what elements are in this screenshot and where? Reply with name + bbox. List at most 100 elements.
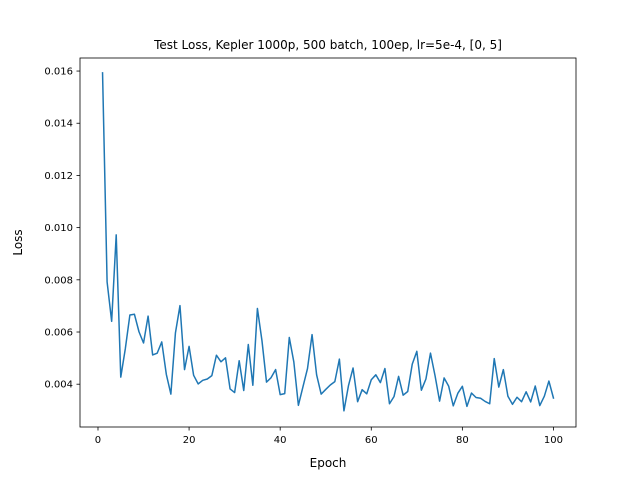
x-tick-label: 40 [274, 435, 287, 446]
data-point [311, 333, 313, 335]
data-point [224, 357, 226, 359]
data-point [388, 403, 390, 405]
data-point [548, 380, 550, 382]
y-tick-label: 0.012 [44, 171, 73, 182]
data-point [220, 361, 222, 363]
data-point [215, 354, 217, 356]
data-point [329, 384, 331, 386]
data-point [306, 367, 308, 369]
data-point [379, 381, 381, 383]
data-point [165, 373, 167, 375]
x-axis: 0 20 40 60 80 100 [95, 427, 563, 446]
data-point [279, 393, 281, 395]
y-axis: 0.004 0.006 0.008 0.010 0.012 0.014 0.016 [44, 67, 80, 391]
data-point [520, 400, 522, 402]
data-point [438, 400, 440, 402]
data-point [320, 393, 322, 395]
data-point [402, 394, 404, 396]
data-point [115, 234, 117, 236]
chart-title: Test Loss, Kepler 1000p, 500 batch, 100e… [153, 38, 502, 52]
data-point [170, 393, 172, 395]
data-point [247, 343, 249, 345]
plot-frame [79, 57, 577, 428]
data-point [420, 389, 422, 391]
data-point [498, 386, 500, 388]
data-point [101, 72, 103, 74]
data-point [457, 392, 459, 394]
data-point [288, 336, 290, 338]
y-tick-label: 0.014 [44, 119, 73, 130]
data-point [416, 350, 418, 352]
data-point [429, 352, 431, 354]
data-point [407, 390, 409, 392]
data-point [525, 391, 527, 393]
data-point [270, 376, 272, 378]
x-tick-label: 60 [365, 435, 378, 446]
data-point [265, 381, 267, 383]
data-point [188, 345, 190, 347]
data-point [197, 383, 199, 385]
x-tick-label: 0 [95, 435, 101, 446]
data-point [192, 374, 194, 376]
data-point [493, 357, 495, 359]
data-point [375, 374, 377, 376]
data-point [110, 320, 112, 322]
data-point [511, 403, 513, 405]
series-line [101, 72, 555, 412]
data-point [347, 384, 349, 386]
data-point [356, 400, 358, 402]
data-point [475, 396, 477, 398]
data-point [366, 393, 368, 395]
x-tick-label: 80 [456, 435, 469, 446]
data-point [425, 378, 427, 380]
data-point [106, 281, 108, 283]
data-point [461, 385, 463, 387]
data-point [297, 404, 299, 406]
data-point [206, 378, 208, 380]
data-point [156, 352, 158, 354]
data-point [261, 339, 263, 341]
plot-area [79, 57, 577, 428]
data-point [539, 404, 541, 406]
data-point [343, 410, 345, 412]
data-point [133, 313, 135, 315]
data-point [142, 342, 144, 344]
y-tick-label: 0.010 [44, 223, 73, 234]
data-point [361, 388, 363, 390]
data-point [174, 332, 176, 334]
x-tick-label: 100 [544, 435, 563, 446]
data-point [488, 403, 490, 405]
data-point [302, 386, 304, 388]
data-point [334, 380, 336, 382]
data-point [516, 396, 518, 398]
y-axis-label: Loss [11, 229, 25, 255]
data-point [534, 385, 536, 387]
data-point [384, 367, 386, 369]
data-point [411, 363, 413, 365]
y-tick-label: 0.008 [44, 275, 73, 286]
data-point [479, 397, 481, 399]
data-point [124, 348, 126, 350]
data-point [529, 401, 531, 403]
data-point [315, 374, 317, 376]
data-point [352, 367, 354, 369]
data-point [211, 374, 213, 376]
y-tick-label: 0.006 [44, 328, 73, 339]
data-point [502, 368, 504, 370]
data-point [243, 389, 245, 391]
data-point [179, 304, 181, 306]
data-point [256, 307, 258, 309]
data-point [434, 374, 436, 376]
data-point [543, 395, 545, 397]
data-point [325, 388, 327, 390]
data-point [293, 361, 295, 363]
data-point [252, 384, 254, 386]
data-point [238, 360, 240, 362]
data-point [507, 395, 509, 397]
data-point [284, 392, 286, 394]
data-point [443, 377, 445, 379]
data-point [151, 354, 153, 356]
data-point [448, 385, 450, 387]
